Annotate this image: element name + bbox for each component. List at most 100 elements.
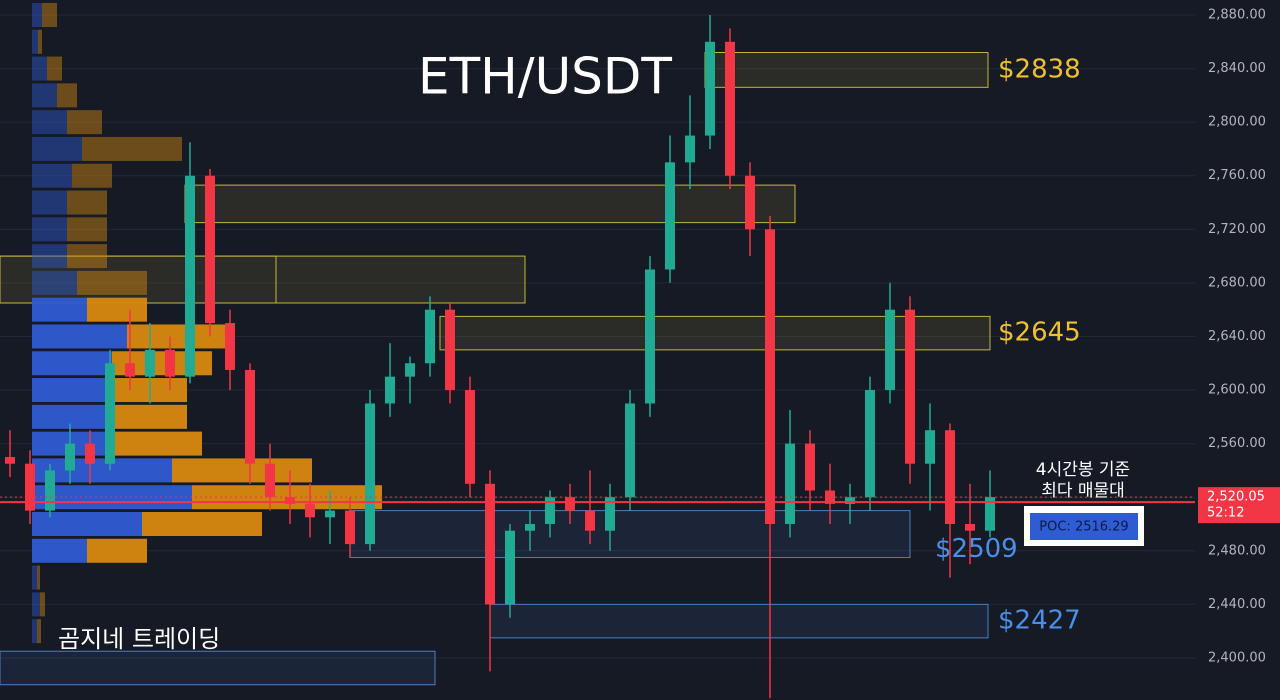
y-tick-label: 2,760.00 (1208, 168, 1266, 183)
profile-sell (40, 592, 45, 617)
candle-body (85, 443, 95, 464)
candle-body (865, 390, 875, 498)
candle-body (945, 430, 955, 524)
candle-body (625, 403, 635, 498)
candle-body (965, 523, 975, 531)
profile-sell (87, 297, 147, 322)
candle-body (425, 309, 435, 364)
zone (0, 650, 436, 686)
y-tick-label: 2,640.00 (1208, 329, 1266, 344)
profile-buy (32, 3, 42, 28)
candle-body (985, 497, 995, 531)
candle-body (845, 497, 855, 504)
profile-buy (32, 378, 112, 403)
candle-body (545, 497, 555, 524)
candle-body (485, 483, 495, 605)
y-tick-label: 2,840.00 (1208, 61, 1266, 76)
profile-buy (32, 217, 67, 242)
profile-buy (32, 619, 37, 644)
poc-note: 최다 매물대 (1041, 481, 1125, 501)
candle-body (65, 443, 75, 471)
candle-body (585, 510, 595, 531)
y-tick-label: 2,880.00 (1208, 8, 1266, 23)
candle-body (225, 323, 235, 370)
last-price-label: 2,520.05 (1207, 490, 1265, 505)
candle-body (125, 363, 135, 377)
profile-buy (32, 458, 172, 483)
chart-title: ETH/USDT (418, 48, 672, 106)
candle-body (245, 369, 255, 464)
candle-body (145, 349, 155, 377)
zone-label: $2509 (935, 534, 1018, 564)
profile-sell (37, 565, 40, 590)
profile-sell (172, 458, 312, 483)
profile-sell (67, 217, 107, 242)
candle-body (385, 376, 395, 404)
profile-sell (112, 431, 202, 456)
candle-body (605, 497, 615, 531)
candle-body (645, 269, 655, 404)
price-tag (1198, 487, 1280, 524)
profile-sell (67, 110, 102, 135)
profile-buy (32, 56, 47, 81)
profile-sell (38, 29, 42, 54)
profile-buy (32, 565, 37, 590)
profile-buy (32, 511, 142, 536)
profile-buy (32, 297, 87, 322)
candle-body (185, 175, 195, 377)
profile-sell (127, 324, 227, 349)
zone-label: $2645 (998, 318, 1081, 348)
profile-sell (82, 136, 182, 161)
profile-buy (32, 110, 67, 135)
profile-buy (32, 351, 112, 376)
y-tick-label: 2,720.00 (1208, 222, 1266, 237)
profile-buy (32, 404, 112, 429)
profile-sell (87, 538, 147, 563)
profile-buy (32, 270, 77, 295)
profile-sell (47, 56, 62, 81)
candle-body (765, 229, 775, 524)
countdown: 52:12 (1207, 506, 1244, 521)
profile-sell (42, 3, 57, 28)
candle-body (365, 403, 375, 545)
profile-sell (72, 163, 112, 188)
y-tick-label: 2,480.00 (1208, 543, 1266, 558)
y-tick-label: 2,600.00 (1208, 383, 1266, 398)
profile-buy (32, 592, 40, 617)
candle-body (925, 430, 935, 464)
zone-label: $2427 (998, 606, 1081, 636)
profile-buy (32, 163, 72, 188)
candle-body (885, 309, 895, 391)
profile-buy (32, 29, 38, 54)
poc-note: 4시간봉 기준 (1036, 460, 1130, 480)
zone (184, 184, 796, 224)
profile-sell (142, 511, 262, 536)
candle-body (405, 363, 415, 377)
poc-box (1030, 513, 1138, 540)
zone (704, 52, 989, 88)
profile-buy (32, 136, 82, 161)
candle-body (205, 175, 215, 324)
y-tick-label: 2,400.00 (1208, 650, 1266, 665)
candle-body (25, 463, 35, 511)
candle-body (165, 349, 175, 377)
candle-body (445, 309, 455, 391)
profile-sell (57, 83, 77, 108)
profile-sell (67, 244, 107, 269)
candle-body (505, 530, 515, 605)
candle-body (685, 135, 695, 163)
candle-body (45, 470, 55, 511)
candle-body (785, 443, 795, 524)
profile-sell (37, 619, 41, 644)
watermark: 곰지네 트레이딩 (58, 625, 220, 653)
zone (439, 315, 991, 351)
candle-body (745, 175, 755, 230)
profile-buy (32, 190, 67, 215)
candle-body (305, 503, 315, 518)
profile-buy (32, 324, 127, 349)
y-tick-label: 2,440.00 (1208, 597, 1266, 612)
profile-buy (32, 538, 87, 563)
y-tick-label: 2,680.00 (1208, 275, 1266, 290)
candle-body (705, 41, 715, 136)
